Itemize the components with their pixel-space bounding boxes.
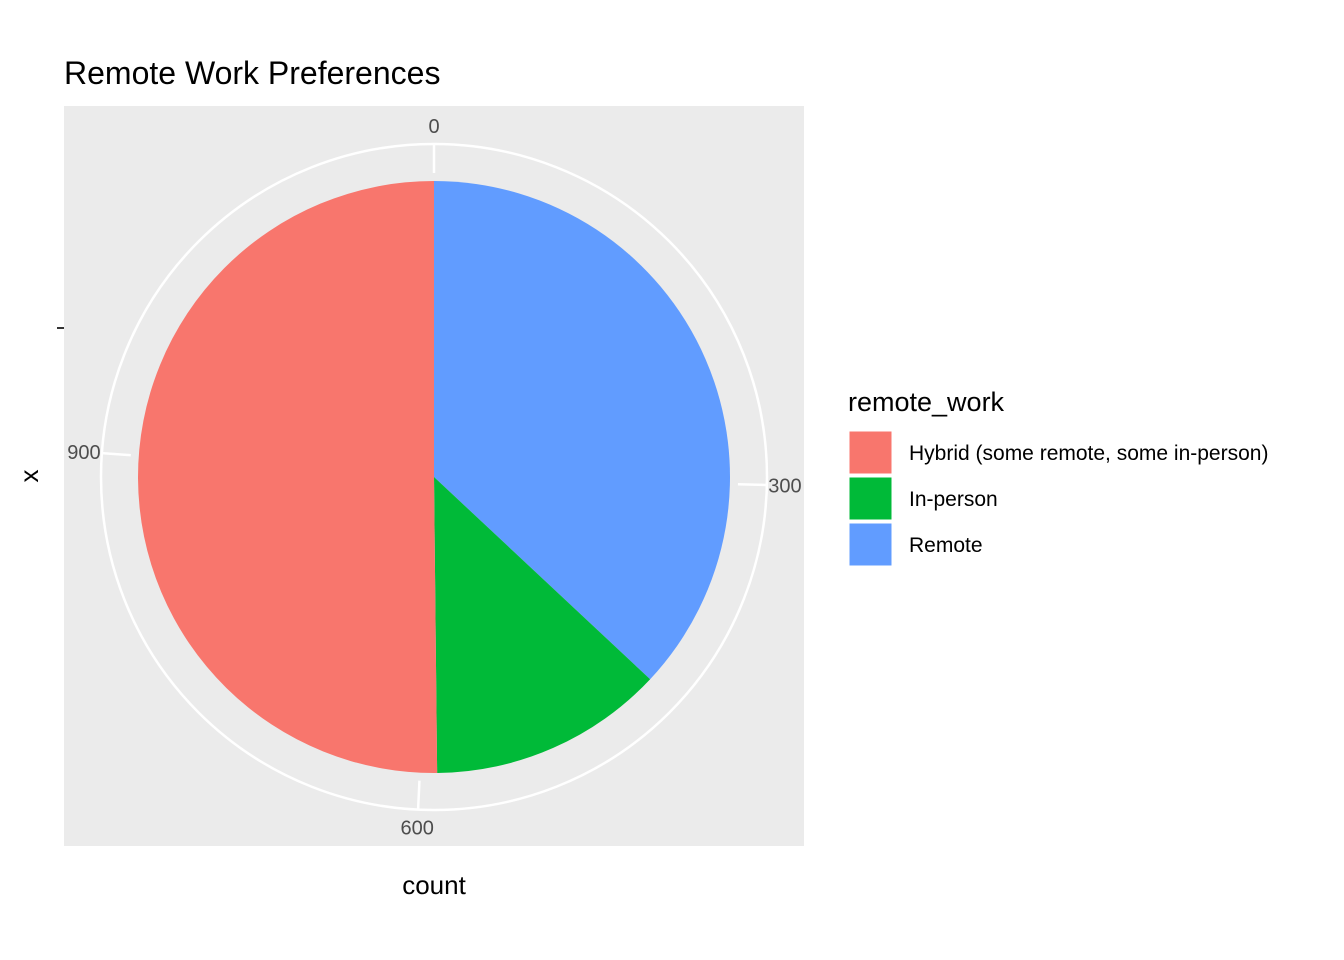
radial-tick-label: 600 [401, 818, 434, 840]
radial-grid-spoke [101, 451, 131, 457]
legend-key [848, 430, 893, 475]
legend-label: Remote [909, 534, 983, 557]
legend-title: remote_work [848, 387, 1005, 417]
legend: remote_work Hybrid (some remote, some in… [848, 387, 1268, 567]
legend-key [848, 476, 893, 521]
legend-label: In-person [909, 488, 998, 511]
radial-grid-spoke [737, 483, 767, 487]
pie-slice-remote [434, 181, 731, 680]
legend-label: Hybrid (some remote, some in-person) [909, 442, 1268, 465]
x-axis-title: count [402, 870, 466, 900]
chart-title: Remote Work Preferences [64, 55, 440, 91]
legend-key [848, 522, 893, 567]
y-axis-title: x [14, 470, 44, 483]
pie-slice-hybrid [138, 181, 438, 773]
radial-tick-label: 900 [67, 442, 100, 464]
radial-grid-spoke [416, 780, 421, 810]
pie-slice-in-person [434, 477, 651, 773]
radial-tick-label: 300 [768, 475, 801, 497]
radial-tick-label: 0 [428, 116, 439, 138]
